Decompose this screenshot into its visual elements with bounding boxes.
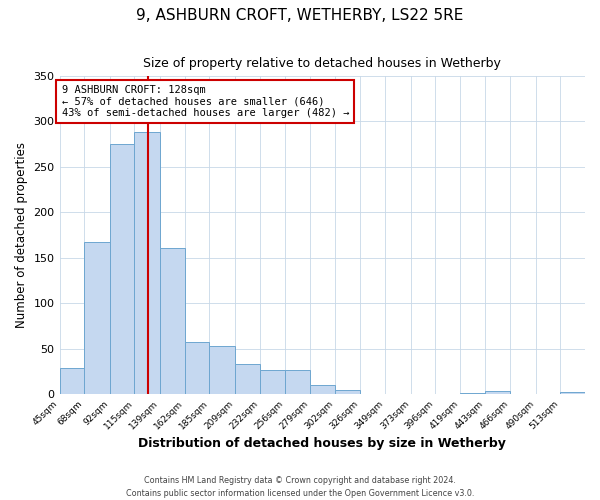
- Text: 9, ASHBURN CROFT, WETHERBY, LS22 5RE: 9, ASHBURN CROFT, WETHERBY, LS22 5RE: [136, 8, 464, 22]
- Bar: [485, 391, 510, 394]
- Bar: [185, 342, 209, 394]
- Bar: [335, 390, 360, 394]
- Bar: [59, 368, 84, 394]
- Bar: [235, 364, 260, 394]
- Title: Size of property relative to detached houses in Wetherby: Size of property relative to detached ho…: [143, 58, 501, 70]
- Bar: [84, 242, 110, 394]
- Text: 9 ASHBURN CROFT: 128sqm
← 57% of detached houses are smaller (646)
43% of semi-d: 9 ASHBURN CROFT: 128sqm ← 57% of detache…: [62, 85, 349, 118]
- X-axis label: Distribution of detached houses by size in Wetherby: Distribution of detached houses by size …: [139, 437, 506, 450]
- Bar: [310, 386, 335, 394]
- Bar: [286, 370, 310, 394]
- Bar: [209, 346, 235, 395]
- Text: Contains HM Land Registry data © Crown copyright and database right 2024.
Contai: Contains HM Land Registry data © Crown c…: [126, 476, 474, 498]
- Y-axis label: Number of detached properties: Number of detached properties: [15, 142, 28, 328]
- Bar: [134, 132, 160, 394]
- Bar: [260, 370, 286, 394]
- Bar: [160, 248, 185, 394]
- Bar: [560, 392, 585, 394]
- Bar: [460, 392, 485, 394]
- Bar: [110, 144, 134, 395]
